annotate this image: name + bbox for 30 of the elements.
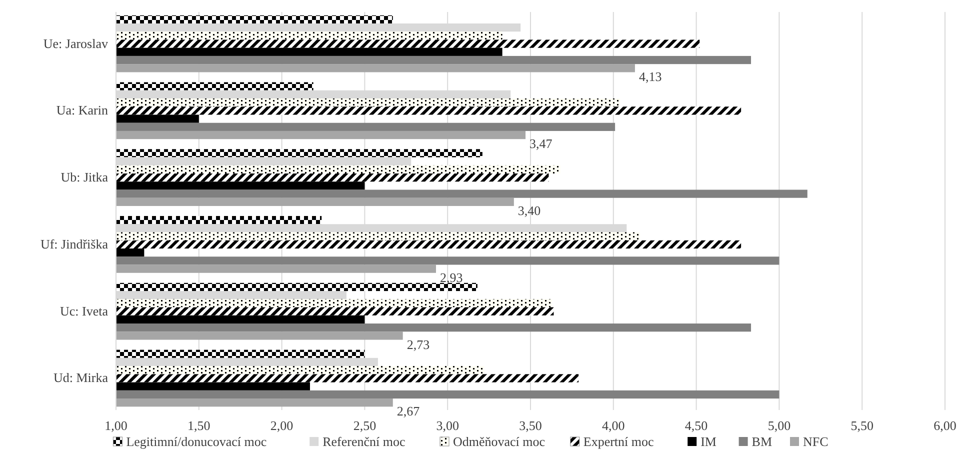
x-tick-label: 5,50 (850, 418, 874, 433)
y-tick-label: Ud: Mirka (53, 370, 108, 386)
y-tick-label: Uc: Iveta (60, 303, 108, 318)
x-tick-label: 2,50 (353, 418, 376, 433)
x-tick-label: 4,00 (602, 418, 625, 433)
x-tick-label: 1,00 (104, 418, 128, 433)
legend-label: Odměňovací moc (453, 434, 546, 449)
data-label: 2,73 (406, 336, 430, 352)
legend-label: Legitimní/donucovací moc (126, 434, 267, 449)
x-tick-label: 4,50 (684, 418, 708, 433)
legend-label: NFC (803, 434, 828, 449)
y-tick-label: Uf: Jindřiška (40, 236, 108, 252)
y-tick-label: Ub: Jitka (60, 170, 108, 185)
data-label: 3,47 (530, 136, 553, 152)
y-tick-label: Ua: Karin (56, 102, 108, 118)
x-tick-label: 3,00 (436, 418, 459, 433)
x-tick-label: 6,00 (934, 418, 956, 433)
legend-label: Expertní moc (583, 434, 654, 449)
y-tick-label: Ue: Jaroslav (43, 36, 108, 51)
x-tick-label: 2,00 (270, 418, 294, 433)
data-label: 2,67 (396, 404, 420, 419)
legend-label: BM (752, 434, 772, 449)
x-tick-label: 1,50 (188, 418, 210, 433)
data-label: 4,13 (638, 69, 662, 84)
x-tick-label: 3,50 (519, 418, 542, 433)
legend-label: IM (700, 434, 717, 449)
data-label: 3,40 (518, 202, 541, 218)
x-tick-label: 5,00 (768, 418, 791, 433)
data-label: 2,93 (440, 270, 463, 285)
legend-label: Referenční moc (322, 434, 406, 449)
